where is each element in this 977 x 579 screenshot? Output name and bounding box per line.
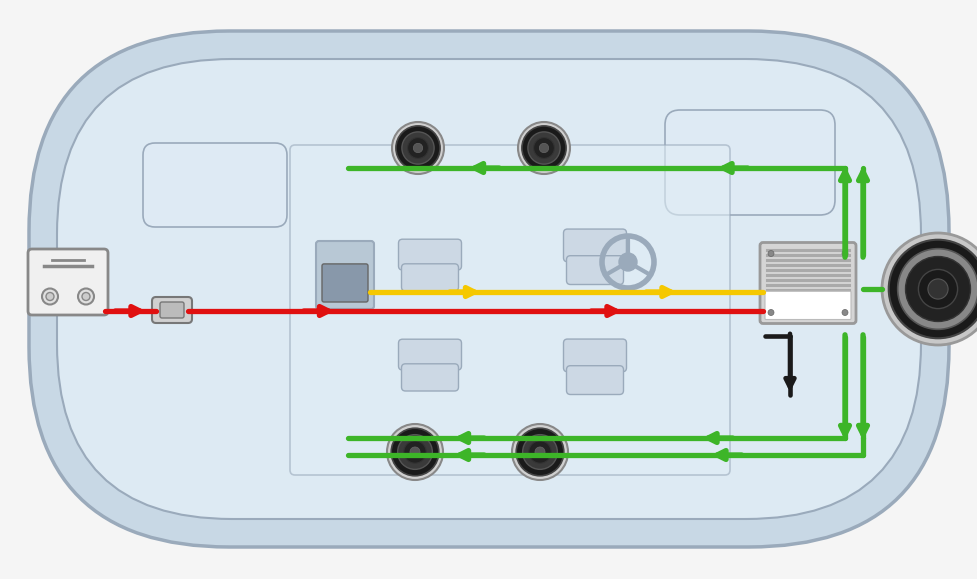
Circle shape [522,126,566,170]
FancyBboxPatch shape [402,264,458,291]
Circle shape [42,288,58,305]
FancyBboxPatch shape [151,297,191,323]
Circle shape [407,138,428,159]
Circle shape [396,126,440,170]
FancyBboxPatch shape [321,264,367,302]
Circle shape [528,132,560,164]
Circle shape [529,441,551,463]
FancyBboxPatch shape [566,366,623,394]
Circle shape [392,122,444,174]
FancyBboxPatch shape [398,339,461,370]
Circle shape [518,122,570,174]
FancyBboxPatch shape [398,239,461,270]
FancyBboxPatch shape [316,241,373,309]
Circle shape [534,447,544,457]
Circle shape [516,428,563,476]
FancyBboxPatch shape [290,145,729,475]
FancyBboxPatch shape [664,110,834,215]
Circle shape [387,424,443,480]
Circle shape [927,279,947,299]
Circle shape [413,144,422,153]
FancyBboxPatch shape [566,256,623,284]
FancyBboxPatch shape [160,302,184,318]
Circle shape [905,256,969,321]
FancyBboxPatch shape [29,31,948,547]
FancyBboxPatch shape [563,339,626,372]
Circle shape [391,428,439,476]
Circle shape [841,310,847,316]
Circle shape [522,435,557,470]
Circle shape [409,447,419,457]
Circle shape [533,138,554,159]
Circle shape [767,310,773,316]
FancyBboxPatch shape [764,291,850,320]
FancyBboxPatch shape [563,229,626,262]
FancyBboxPatch shape [402,364,458,391]
Circle shape [402,132,434,164]
Circle shape [767,251,773,256]
Circle shape [78,288,94,305]
Circle shape [888,240,977,338]
Circle shape [917,269,956,309]
Circle shape [46,292,54,301]
FancyBboxPatch shape [28,249,107,315]
Circle shape [841,251,847,256]
FancyBboxPatch shape [759,243,855,324]
Circle shape [82,292,90,301]
Circle shape [398,435,432,470]
FancyBboxPatch shape [143,143,286,227]
Circle shape [618,253,636,271]
Circle shape [897,248,977,329]
Circle shape [538,144,548,153]
Circle shape [512,424,568,480]
Circle shape [881,233,977,345]
Circle shape [404,441,426,463]
FancyBboxPatch shape [57,59,920,519]
